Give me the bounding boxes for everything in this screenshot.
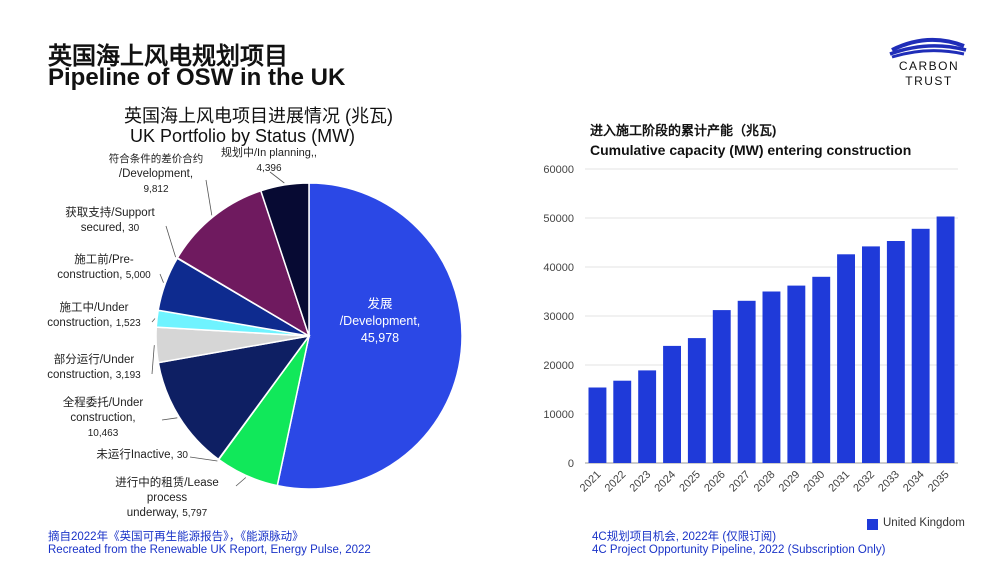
- pie-label-development: 发展/Development, 45,978: [339, 297, 421, 345]
- bar-y-tick-label: 30000: [543, 311, 574, 323]
- bar-y-tick-label: 10000: [543, 409, 574, 421]
- source-right-cn: 4C规划项目机会, 2022年 (仅限订阅): [592, 531, 777, 543]
- bar-2025: [687, 338, 706, 463]
- source-left-en: Recreated from the Renewable UK Report, …: [48, 544, 371, 556]
- bar-title-en: Cumulative capacity (MW) entering constr…: [590, 142, 912, 158]
- pie-leader-line-6: [159, 273, 164, 283]
- bar-x-tick-label: 2035: [926, 469, 952, 495]
- bar-2034: [911, 228, 930, 463]
- pie-leader-line-3: [161, 417, 178, 421]
- pie-label-under-construction: 施工中/Under construction, 1,523: [47, 302, 141, 329]
- bar-2033: [886, 241, 905, 463]
- bar-title-cn: 进入施工阶段的累计产能（兆瓦): [590, 123, 777, 138]
- bar-x-tick-label: 2030: [802, 469, 828, 495]
- pie-slice-9: [259, 182, 310, 337]
- bar-x-tick-label: 2022: [603, 469, 629, 495]
- pie-label-pre-construction: 施工前/Pre-construction, 5,000: [57, 254, 151, 281]
- pie-leader-line-7: [165, 225, 176, 258]
- bar-x-tick-label: 2032: [851, 469, 877, 495]
- pie-leader-line-2: [189, 456, 218, 462]
- page-title-cn: 英国海上风电规划项目: [48, 43, 288, 70]
- bar-x-tick-label: 2034: [901, 469, 927, 495]
- pie-label-partial-operation: 部分运行/Under construction, 3,193: [47, 354, 141, 381]
- bar-x-tick-label: 2025: [677, 469, 703, 495]
- logo-text-carbon: CARBON: [899, 59, 959, 73]
- bar-2032: [862, 246, 880, 463]
- bar-x-tick-label: 2029: [777, 469, 803, 495]
- bar-2030: [812, 276, 831, 463]
- bar-2026: [712, 310, 731, 463]
- legend-label: United Kingdom: [883, 517, 965, 529]
- logo-waves-icon: CARBON TRUST: [889, 37, 967, 88]
- legend-swatch: [867, 519, 878, 530]
- bar-y-tick-label: 60000: [543, 164, 574, 176]
- bar-x-tick-label: 2028: [752, 469, 778, 495]
- bar-2035: [936, 216, 955, 463]
- pie-label-lease: 进行中的租赁/Lease process underway, 5,797: [115, 477, 219, 519]
- pie-label-full-construction: 全程委托/Under construction, 10,463: [62, 397, 144, 439]
- bar-2024: [663, 345, 681, 463]
- pie-slice-8: [176, 189, 311, 338]
- pie-title-en: UK Portfolio by Status (MW): [130, 126, 356, 146]
- bar-x-tick-label: 2024: [652, 469, 678, 495]
- pie-label-cfd: 符合条件的差价合约/Development, 9,812: [108, 153, 204, 195]
- pie-label-inactive: 未运行Inactive, 30: [96, 449, 188, 461]
- bar-x-tick-label: 2026: [702, 469, 728, 495]
- bar-2031: [837, 254, 855, 463]
- pie-label-planning: 规划中/In planning,, 4,396: [221, 147, 317, 174]
- bar-x-tick-label: 2033: [876, 469, 902, 495]
- bar-y-tick-label: 20000: [543, 360, 574, 372]
- bar-2027: [737, 300, 756, 463]
- page-title-en: Pipeline of OSW in the UK: [48, 64, 346, 91]
- bar-2021: [588, 387, 607, 463]
- pie-leader-line-5: [151, 318, 156, 323]
- pie-leader-line-1: [235, 477, 247, 487]
- bar-2022: [613, 380, 632, 463]
- bar-2023: [638, 370, 657, 463]
- bar-x-tick-label: 2023: [627, 469, 653, 495]
- bar-y-tick-label: 50000: [543, 213, 574, 225]
- source-left-cn: 摘自2022年《英国可再生能源报告》，《能源脉动》: [48, 531, 304, 543]
- carbon-trust-logo: CARBON TRUST: [888, 34, 970, 89]
- logo-text-trust: TRUST: [905, 74, 953, 88]
- bar-x-tick-label: 2031: [826, 469, 852, 495]
- bar-y-tick-label: 40000: [543, 262, 574, 274]
- pie-slice-3: [157, 334, 311, 461]
- bar-x-tick-label: 2021: [578, 469, 604, 495]
- pie-slice-0: [276, 182, 463, 490]
- pie-title-cn: 英国海上风电项目进展情况 (兆瓦): [124, 106, 393, 126]
- pie-leader-line-8: [205, 179, 213, 216]
- source-right-en: 4C Project Opportunity Pipeline, 2022 (S…: [592, 544, 886, 556]
- bar-2028: [762, 291, 781, 463]
- pie-leader-line-4: [151, 345, 155, 375]
- bar-y-tick-label: 0: [568, 458, 574, 470]
- pie-label-support-secured: 获取支持/Support secured, 30: [65, 207, 155, 234]
- bar-x-tick-label: 2027: [727, 469, 753, 495]
- pie-leader-line-9: [269, 171, 285, 184]
- bar-2029: [787, 285, 806, 463]
